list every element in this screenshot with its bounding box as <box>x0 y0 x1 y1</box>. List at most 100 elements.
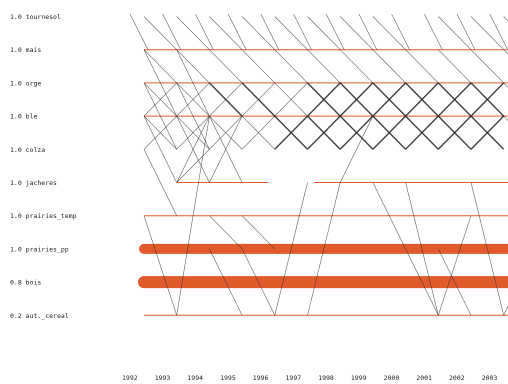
transition-line <box>209 82 243 117</box>
transition-line <box>372 49 406 84</box>
transition-line <box>129 13 149 50</box>
year-tick-label: 2002 <box>449 374 465 382</box>
transition-line <box>307 182 341 316</box>
transition-line <box>241 49 275 84</box>
transition-line <box>176 115 210 150</box>
transition-line <box>260 13 280 50</box>
year-tick-label: 1992 <box>122 374 138 382</box>
year-tick-label: 1999 <box>351 374 367 382</box>
transition-line <box>143 82 177 117</box>
transition-line <box>339 115 374 183</box>
transition-line <box>437 115 472 150</box>
transition-line <box>241 215 275 250</box>
year-tick-label: 1993 <box>155 374 171 382</box>
transition-line <box>470 182 504 316</box>
transition-line <box>438 16 472 50</box>
transition-line <box>176 82 210 150</box>
transition-line <box>176 49 210 117</box>
transition-line <box>143 82 177 150</box>
transition-line <box>372 82 407 117</box>
transition-line <box>209 248 243 316</box>
transition-line <box>358 13 378 50</box>
state-label-colza: 1.0 colza <box>10 146 45 154</box>
state-label-orge: 1.0 orge <box>10 79 41 87</box>
transition-line <box>162 13 181 50</box>
transition-line <box>307 16 341 50</box>
transition-line <box>405 248 439 316</box>
transition-line <box>339 115 374 150</box>
transition-line <box>143 49 177 117</box>
state-label-tournesol: 1.0 tournesol <box>10 13 61 21</box>
year-tick-label: 1994 <box>187 374 203 382</box>
transition-line <box>307 49 341 84</box>
transition-line <box>405 115 439 150</box>
transition-line <box>391 13 410 50</box>
transition-line <box>372 182 406 250</box>
state-label-aut-cereal: 0.2 aut._cereal <box>10 312 69 320</box>
transition-line <box>340 16 374 50</box>
state-label-prairies-temp: 1.0 prairies_temp <box>10 212 77 220</box>
transition-line <box>293 13 312 50</box>
transition-line <box>372 115 407 150</box>
transition-line <box>339 82 374 117</box>
state-labels: 1.0 tournesol 1.0 mais 1.0 orge 1.0 ble 1.0 … <box>10 13 77 320</box>
transition-line <box>176 116 210 316</box>
transition-line <box>274 115 308 150</box>
transition-line <box>503 16 508 22</box>
year-tick-label: 1998 <box>318 374 334 382</box>
transition-line <box>176 82 210 117</box>
transition-line <box>470 49 504 84</box>
transition-line <box>405 182 439 316</box>
year-axis: 1992 1993 1994 1995 1996 1997 1998 1999 2000 2001… <box>122 374 497 382</box>
transition-line <box>325 13 345 50</box>
state-label-jacheres: 1.0 jacheres <box>10 179 57 187</box>
transition-line <box>470 82 505 117</box>
transition-line <box>438 248 472 316</box>
transition-line <box>489 13 508 50</box>
transition-line <box>143 149 177 216</box>
transition-line <box>340 49 374 84</box>
transition-line <box>438 49 472 84</box>
transition-line <box>209 115 243 150</box>
year-tick-label: 2003 <box>482 374 498 382</box>
transition-line <box>209 115 243 183</box>
transition-line <box>503 115 508 121</box>
transition-line <box>143 115 177 183</box>
year-tick-label: 1995 <box>220 374 236 382</box>
transition-lines <box>129 13 508 316</box>
transition-line <box>503 82 508 88</box>
transition-line <box>176 149 210 183</box>
transition-line <box>274 82 308 117</box>
transition-line <box>241 248 276 316</box>
state-label-mais: 1.0 mais <box>10 46 41 54</box>
transition-line <box>438 215 472 316</box>
transition-line <box>274 16 308 50</box>
transition-line <box>227 13 247 50</box>
transition-line <box>405 49 439 84</box>
year-tick-label: 1996 <box>253 374 269 382</box>
year-tick-label: 2001 <box>416 374 432 382</box>
transition-line <box>274 49 308 84</box>
transition-line <box>470 16 504 50</box>
state-bars <box>138 49 508 316</box>
transition-line <box>143 215 177 316</box>
transition-line <box>470 115 505 150</box>
transition-line <box>307 82 341 117</box>
transition-line <box>176 115 210 183</box>
transition-line <box>307 115 341 150</box>
transition-line <box>372 16 406 50</box>
transition-line <box>176 49 210 84</box>
transition-line <box>209 16 243 50</box>
transition-line <box>143 115 177 150</box>
transition-line <box>405 82 439 117</box>
year-tick-label: 2000 <box>384 374 400 382</box>
transition-line <box>241 82 275 117</box>
state-label-bois: 0.8 bois <box>10 279 41 287</box>
transition-line <box>143 49 177 84</box>
transition-line <box>241 16 275 50</box>
state-label-ble: 1.0 ble <box>10 113 37 121</box>
transition-line <box>456 13 476 50</box>
transition-line <box>503 49 508 55</box>
state-label-prairies-pp: 1.0 prairies_pp <box>10 245 69 253</box>
